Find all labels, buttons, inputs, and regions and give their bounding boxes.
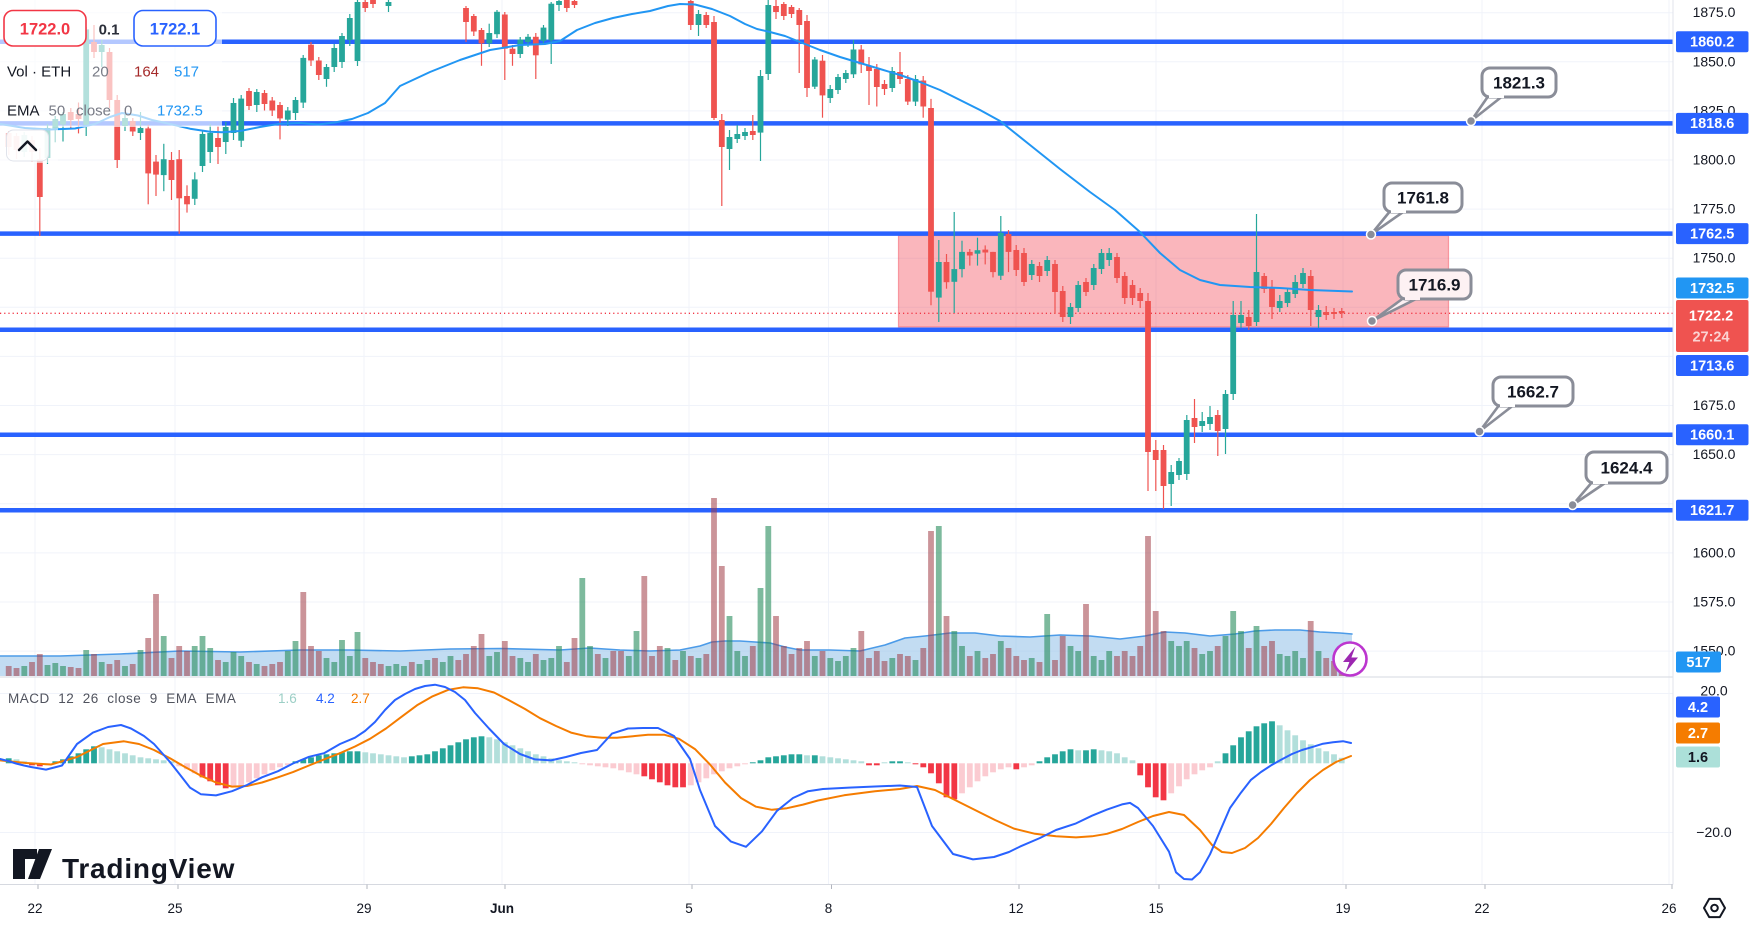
svg-text:19: 19 — [1335, 901, 1350, 916]
svg-text:27:24: 27:24 — [1692, 330, 1729, 346]
svg-text:1722.0: 1722.0 — [20, 21, 70, 39]
svg-text:1621.7: 1621.7 — [1690, 503, 1734, 519]
svg-text:TradingView: TradingView — [62, 853, 235, 884]
svg-text:1800.0: 1800.0 — [1693, 152, 1736, 168]
svg-text:1860.2: 1860.2 — [1690, 35, 1734, 51]
svg-text:1.6: 1.6 — [278, 691, 297, 706]
svg-text:1875.0: 1875.0 — [1693, 4, 1736, 20]
svg-text:1662.7: 1662.7 — [1507, 383, 1559, 402]
svg-text:1722.1: 1722.1 — [150, 21, 200, 39]
svg-text:29: 29 — [356, 901, 371, 916]
svg-text:1762.5: 1762.5 — [1690, 226, 1734, 242]
svg-text:20.0: 20.0 — [1700, 683, 1727, 699]
svg-text:1775.0: 1775.0 — [1693, 201, 1736, 217]
svg-text:−20.0: −20.0 — [1696, 824, 1732, 840]
svg-text:0: 0 — [124, 103, 132, 120]
svg-text:Jun: Jun — [490, 901, 514, 916]
svg-text:EMA: EMA — [7, 103, 40, 120]
svg-text:1850.0: 1850.0 — [1693, 53, 1736, 69]
svg-text:25: 25 — [167, 901, 182, 916]
svg-text:1600.0: 1600.0 — [1693, 544, 1736, 560]
svg-text:1750.0: 1750.0 — [1693, 250, 1736, 266]
svg-text:1650.0: 1650.0 — [1693, 446, 1736, 462]
svg-text:1761.8: 1761.8 — [1397, 189, 1449, 208]
svg-text:2.7: 2.7 — [1688, 726, 1708, 742]
svg-text:MACD 12 26 close 9 EMA E: MACD 12 26 close 9 EMA EMA — [8, 691, 236, 706]
svg-text:20: 20 — [92, 64, 109, 81]
svg-text:1713.6: 1713.6 — [1690, 358, 1734, 374]
svg-text:1722.2: 1722.2 — [1689, 309, 1733, 325]
svg-text:4.2: 4.2 — [1688, 700, 1708, 716]
svg-text:1660.1: 1660.1 — [1690, 428, 1734, 444]
svg-text:15: 15 — [1148, 901, 1163, 916]
svg-text:517: 517 — [1686, 655, 1710, 671]
svg-text:22: 22 — [1474, 901, 1489, 916]
svg-text:Vol · ETH: Vol · ETH — [7, 64, 71, 81]
svg-text:1624.4: 1624.4 — [1601, 459, 1654, 478]
svg-text:8: 8 — [825, 901, 833, 916]
svg-text:1575.0: 1575.0 — [1693, 594, 1736, 610]
svg-text:4.2: 4.2 — [316, 691, 335, 706]
svg-text:1732.5: 1732.5 — [1690, 281, 1734, 297]
svg-text:517: 517 — [174, 64, 199, 81]
svg-text:12: 12 — [1008, 901, 1023, 916]
svg-text:164: 164 — [134, 64, 159, 81]
svg-text:5: 5 — [685, 901, 693, 916]
svg-text:26: 26 — [1661, 901, 1676, 916]
svg-text:1818.6: 1818.6 — [1690, 116, 1734, 132]
svg-text:close: close — [76, 103, 111, 120]
svg-text:1821.3: 1821.3 — [1493, 74, 1545, 93]
svg-text:50: 50 — [49, 103, 66, 120]
svg-text:0.1: 0.1 — [99, 22, 120, 39]
svg-text:1716.9: 1716.9 — [1409, 276, 1461, 295]
svg-text:1675.0: 1675.0 — [1693, 397, 1736, 413]
svg-text:2.7: 2.7 — [351, 691, 370, 706]
svg-text:22: 22 — [27, 901, 42, 916]
svg-text:1.6: 1.6 — [1688, 750, 1708, 766]
svg-text:1732.5: 1732.5 — [157, 103, 203, 120]
